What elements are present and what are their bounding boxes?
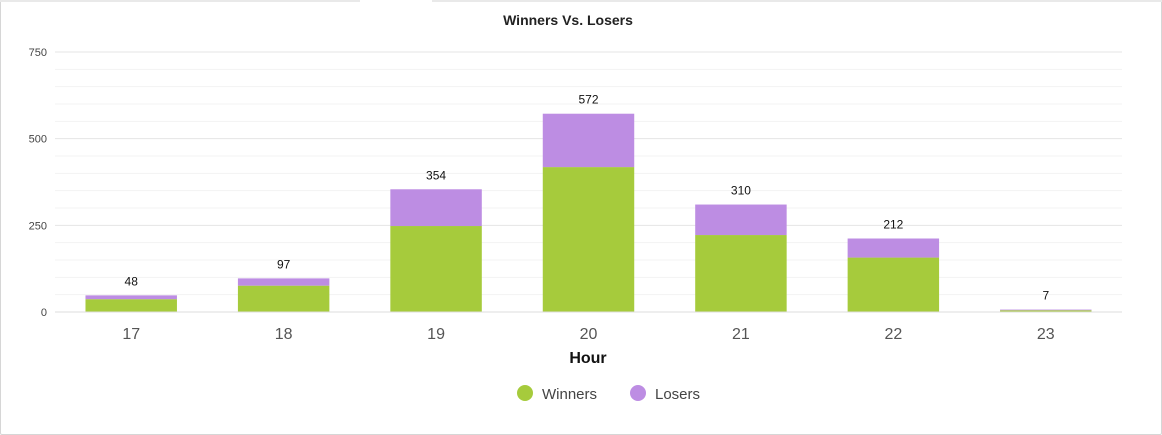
bar-losers-21[interactable] xyxy=(695,204,787,236)
legend: Winners Losers xyxy=(517,385,700,403)
x-tick-label: 22 xyxy=(884,326,902,343)
total-label: 97 xyxy=(277,257,291,271)
bar-losers-17[interactable] xyxy=(85,295,177,300)
x-axis-title: Hour xyxy=(569,350,606,367)
x-tick-label: 23 xyxy=(1037,326,1055,343)
y-tick-label: 0 xyxy=(41,307,47,319)
total-label: 7 xyxy=(1042,289,1049,303)
legend-item-winners[interactable]: Winners xyxy=(517,385,597,403)
data-labels: 48 97 354 572 310 212 7 xyxy=(125,93,1050,303)
bar-winners-18[interactable] xyxy=(237,285,330,312)
legend-label: Losers xyxy=(655,386,700,403)
x-tick-label: 20 xyxy=(580,326,598,343)
bar-losers-23[interactable] xyxy=(1000,309,1092,311)
bar-winners-19[interactable] xyxy=(390,226,482,312)
bar-losers-20[interactable] xyxy=(542,113,635,168)
bar-losers-22[interactable] xyxy=(847,238,940,258)
total-label: 572 xyxy=(578,93,598,107)
tab-strip xyxy=(0,0,1162,2)
x-tick-label: 19 xyxy=(427,326,445,343)
bar-winners-23[interactable] xyxy=(1000,310,1092,312)
legend-label: Winners xyxy=(542,386,597,403)
y-tick-label: 250 xyxy=(29,220,47,232)
legend-marker xyxy=(517,385,533,401)
chart-title: Winners Vs. Losers xyxy=(503,12,633,28)
total-label: 48 xyxy=(125,274,139,288)
bar-losers-18[interactable] xyxy=(237,278,330,286)
legend-marker xyxy=(630,385,646,401)
bar-winners-21[interactable] xyxy=(695,235,787,312)
bars xyxy=(85,113,1092,312)
total-label: 212 xyxy=(883,218,903,232)
y-tick-label: 500 xyxy=(29,134,47,146)
legend-item-losers[interactable]: Losers xyxy=(630,385,700,403)
x-tick-label: 21 xyxy=(732,326,750,343)
y-tick-label: 750 xyxy=(29,47,47,59)
bar-losers-19[interactable] xyxy=(390,189,482,227)
bar-winners-22[interactable] xyxy=(847,257,940,312)
x-tick-label: 18 xyxy=(275,326,293,343)
bar-winners-20[interactable] xyxy=(542,167,635,312)
total-label: 354 xyxy=(426,168,446,182)
axes: 0 250 500 750 17 18 19 20 21 22 23 xyxy=(29,47,1122,343)
total-label: 310 xyxy=(731,184,751,198)
x-tick-label: 17 xyxy=(122,326,140,343)
bar-winners-17[interactable] xyxy=(85,299,177,312)
